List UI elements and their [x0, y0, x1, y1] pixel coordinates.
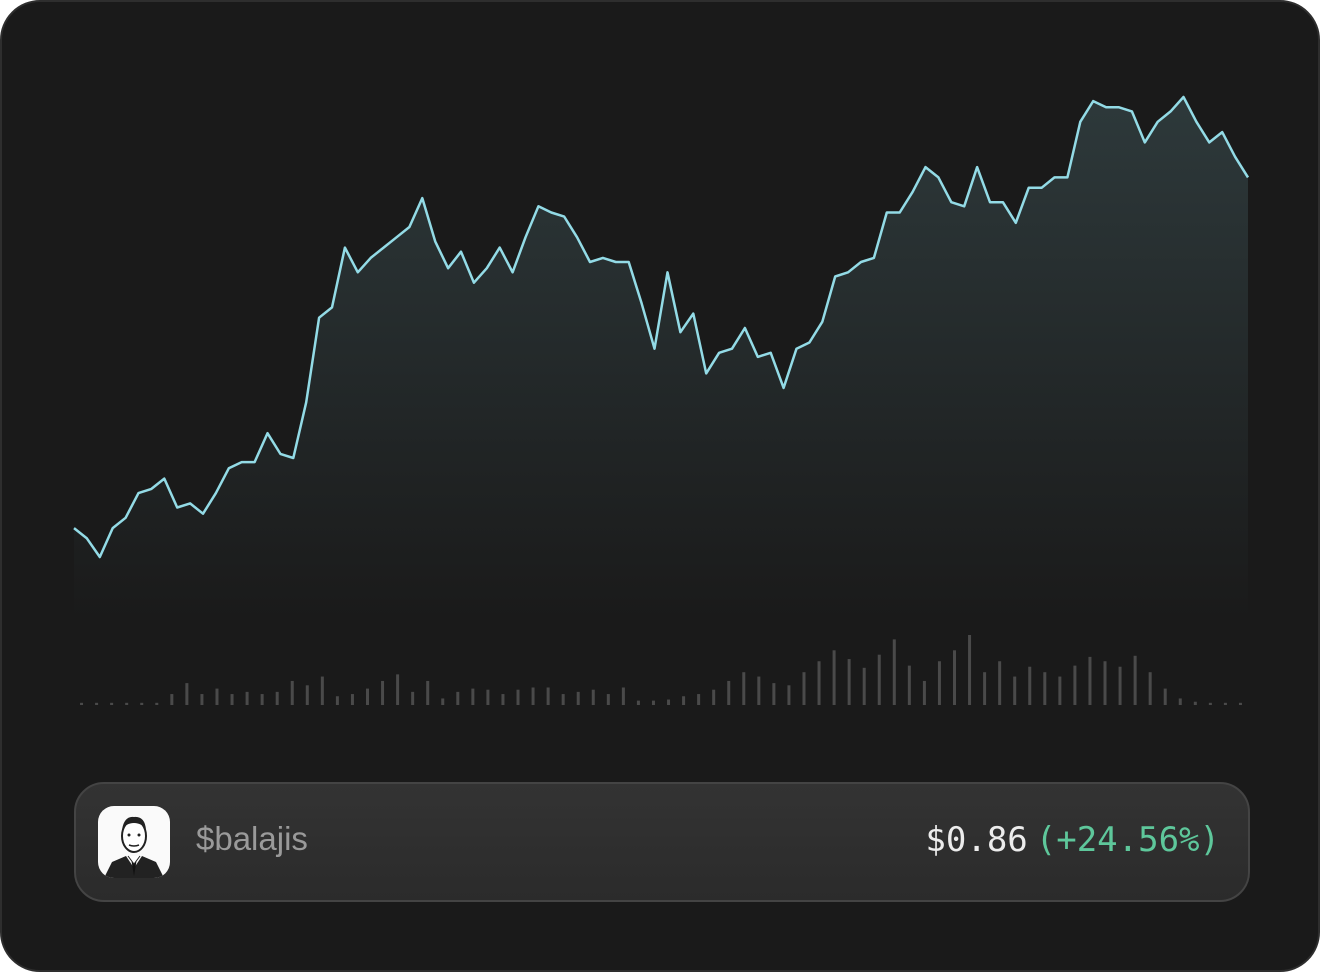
volume-bar	[1118, 666, 1122, 705]
volume-bar	[832, 650, 836, 705]
volume-bar	[847, 659, 851, 705]
volume-bar	[350, 694, 354, 705]
volume-bar	[892, 639, 896, 705]
volume-bar	[155, 702, 159, 705]
volume-bar	[802, 672, 806, 705]
price-area	[74, 97, 1248, 622]
token-symbol: $balajis	[196, 820, 308, 857]
volume-bar	[185, 683, 189, 705]
quote: $0.86 (+24.56%)	[925, 820, 1220, 860]
volume-bar	[230, 694, 234, 705]
volume-bar	[682, 696, 686, 705]
volume-bar	[877, 654, 881, 705]
volume-bar	[531, 687, 535, 705]
volume-bar	[140, 702, 144, 705]
volume-bar	[636, 700, 640, 705]
chart	[73, 95, 1250, 705]
volume-bar	[907, 665, 911, 705]
volume-bar	[411, 691, 415, 705]
volume-bar	[441, 698, 445, 705]
volume-bar	[501, 694, 505, 705]
volume-bar	[862, 667, 866, 705]
volume-bar	[817, 661, 821, 705]
volume-bar	[1103, 661, 1107, 705]
volume-bar	[215, 688, 219, 705]
volume-bar	[727, 680, 731, 705]
volume-bar	[787, 685, 791, 705]
volume-bar	[320, 676, 324, 705]
volume-bar	[110, 702, 114, 705]
volume-bar	[170, 694, 174, 705]
volume-bar	[95, 702, 99, 705]
volume-bar	[1058, 676, 1062, 705]
price-line	[73, 95, 1250, 559]
volume-bar	[80, 702, 84, 705]
volume-bar	[335, 696, 339, 705]
volume-bar	[456, 691, 460, 705]
volume-bar	[1073, 665, 1077, 705]
volume-bar	[1208, 702, 1212, 705]
volume-bar	[1088, 656, 1092, 705]
token-bar[interactable]: $balajis $0.86 (+24.56%)	[74, 782, 1250, 902]
volume-bar	[742, 672, 746, 705]
volume-bar	[922, 680, 926, 705]
volume-bar	[937, 661, 941, 705]
volume-bar	[561, 694, 565, 705]
volume-bar	[1193, 701, 1197, 705]
volume-bar	[290, 680, 294, 705]
volume-bar	[486, 689, 490, 705]
volume-bar	[667, 699, 671, 705]
volume-bar	[275, 691, 279, 705]
volume-bar	[245, 691, 249, 705]
volume-bar	[260, 694, 264, 705]
avatar	[98, 806, 170, 878]
volume-bar	[1013, 676, 1017, 705]
volume-bar	[471, 688, 475, 705]
volume-bar	[606, 694, 610, 705]
volume-bar	[1163, 688, 1167, 705]
volume-bar	[200, 694, 204, 705]
volume-bar	[1223, 702, 1227, 705]
volume-bar	[1043, 672, 1047, 705]
volume-bar	[1133, 655, 1137, 705]
volume-bar	[1028, 666, 1032, 705]
volume-bar	[953, 650, 956, 705]
volume-bar	[651, 700, 655, 705]
volume-bar	[1178, 698, 1182, 705]
volume-bar	[621, 687, 625, 705]
volume-bar	[591, 689, 595, 705]
volume-bar	[381, 680, 385, 705]
volume-bar	[757, 676, 761, 705]
volume-bar	[998, 661, 1002, 705]
volume-bar	[305, 685, 309, 705]
price-change: (+24.56%)	[1035, 820, 1220, 860]
avatar-illustration	[104, 816, 164, 878]
volume-bar	[426, 680, 430, 705]
volume-bar	[983, 672, 987, 705]
volume-bar	[968, 635, 972, 705]
volume-bar	[1148, 672, 1152, 705]
volume-bar	[712, 689, 716, 705]
volume-bar	[366, 688, 369, 705]
volume-bar	[697, 694, 701, 705]
volume-bar	[576, 691, 580, 705]
price: $0.86	[925, 820, 1028, 860]
volume-bar	[546, 687, 550, 705]
volume-bar	[772, 683, 776, 705]
volume-bar	[516, 689, 520, 705]
volume-bar	[1238, 702, 1242, 705]
volume-bar	[396, 674, 400, 705]
volume-bar	[125, 702, 129, 705]
